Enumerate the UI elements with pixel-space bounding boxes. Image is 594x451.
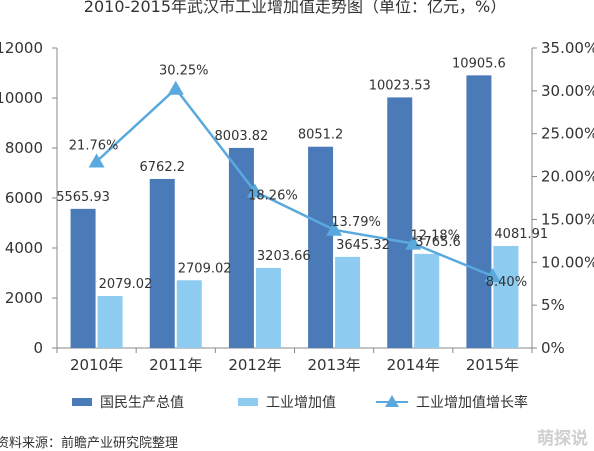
gdp-value-label: 5565.93 bbox=[56, 190, 110, 205]
left-tick-label: 8000 bbox=[5, 139, 43, 157]
right-tick-label: 0% bbox=[541, 339, 565, 357]
x-tick-label: 2011年 bbox=[149, 356, 202, 374]
right-tick-label: 35.00% bbox=[541, 39, 594, 57]
industrial-bar bbox=[255, 267, 281, 348]
legend-swatch bbox=[238, 398, 258, 406]
left-tick-label: 2000 bbox=[5, 289, 43, 307]
gdp-value-label: 6762.2 bbox=[140, 160, 186, 175]
left-tick-label: 4000 bbox=[5, 239, 43, 257]
left-tick-label: 10000 bbox=[0, 89, 43, 107]
gdp-value-label: 10905.6 bbox=[452, 56, 506, 71]
right-tick-label: 20.00% bbox=[541, 168, 594, 186]
industrial-value-label: 2079.02 bbox=[99, 277, 153, 292]
right-tick-label: 15.00% bbox=[541, 210, 594, 228]
right-tick-label: 30.00% bbox=[541, 82, 594, 100]
right-tick-label: 25.00% bbox=[541, 125, 594, 143]
legend: 国民生产总值 工业增加值 工业增加值增长率 bbox=[72, 394, 528, 411]
x-tick-label: 2012年 bbox=[228, 356, 281, 374]
growth-line bbox=[88, 80, 501, 282]
left-axis: 0 2000 4000 6000 8000 10000 12000 bbox=[0, 39, 58, 357]
x-axis: 2010年 2011年 2012年 2013年 2014年 2015年 bbox=[56, 347, 533, 374]
gdp-bar bbox=[149, 178, 175, 348]
watermark: 萌探说 bbox=[537, 428, 588, 449]
industrial-bar bbox=[493, 245, 519, 348]
growth-rate-marker bbox=[405, 235, 422, 250]
gdp-bar bbox=[228, 147, 254, 348]
right-tick-label: 5% bbox=[541, 296, 565, 314]
legend-label: 工业增加值增长率 bbox=[416, 394, 528, 411]
source-note: 资料来源：前瞻产业研究院整理 bbox=[0, 435, 178, 451]
industrial-bar bbox=[414, 253, 440, 348]
gdp-bar bbox=[466, 75, 492, 349]
growth-rate-line bbox=[95, 86, 493, 278]
x-tick-label: 2013年 bbox=[307, 356, 360, 374]
industrial-value-label: 2709.02 bbox=[178, 261, 232, 276]
gdp-value-label: 10023.53 bbox=[369, 78, 431, 93]
legend-label: 工业增加值 bbox=[266, 395, 336, 411]
gdp-value-label: 8003.82 bbox=[215, 129, 269, 144]
growth-rate-label: 18.26% bbox=[248, 188, 298, 203]
left-tick-label: 12000 bbox=[0, 39, 43, 57]
x-tick-label: 2010年 bbox=[70, 356, 123, 374]
chart-title: 2010-2015年武汉市工业增加值走势图（单位：亿元，%） bbox=[84, 0, 506, 16]
growth-rate-label: 13.79% bbox=[331, 215, 381, 230]
growth-rate-label: 12.18% bbox=[410, 229, 460, 244]
gdp-bar bbox=[308, 146, 334, 348]
right-tick-label: 10.00% bbox=[541, 253, 594, 271]
legend-label: 国民生产总值 bbox=[100, 395, 184, 411]
left-tick-label: 6000 bbox=[5, 189, 43, 207]
industrial-bar bbox=[176, 280, 202, 348]
industrial-value-label: 3645.32 bbox=[336, 238, 390, 253]
growth-rate-label: 30.25% bbox=[159, 64, 209, 79]
gdp-bar bbox=[70, 208, 96, 348]
industrial-value-label: 3203.66 bbox=[257, 249, 311, 264]
gdp-value-label: 8051.2 bbox=[298, 128, 344, 143]
growth-rate-marker bbox=[88, 153, 105, 168]
legend-marker bbox=[385, 395, 399, 407]
industrial-value-label: 4081.91 bbox=[494, 227, 548, 242]
growth-rate-marker bbox=[326, 221, 343, 236]
growth-rate-marker bbox=[484, 268, 501, 282]
bars bbox=[70, 75, 519, 349]
data-labels: 5565.93 6762.2 8003.82 8051.2 10023.53 10905.… bbox=[56, 56, 548, 292]
right-axis: 0% 5% 10.00% 15.00% 20.00% 25.00% 30.00% 35.00% bbox=[531, 39, 594, 357]
industrial-bar bbox=[97, 296, 123, 348]
legend-swatch bbox=[72, 398, 92, 406]
growth-rate-label: 8.40% bbox=[486, 275, 527, 290]
growth-rate-label: 21.76% bbox=[69, 138, 119, 153]
x-tick-label: 2014年 bbox=[387, 356, 440, 374]
gdp-bar bbox=[387, 97, 413, 349]
growth-rate-marker bbox=[246, 183, 263, 198]
industrial-value-label: 3765.6 bbox=[415, 235, 461, 250]
growth-rate-marker bbox=[167, 80, 184, 95]
industrial-bar bbox=[335, 256, 361, 348]
x-tick-label: 2015年 bbox=[466, 356, 519, 374]
left-tick-label: 0 bbox=[33, 339, 43, 357]
